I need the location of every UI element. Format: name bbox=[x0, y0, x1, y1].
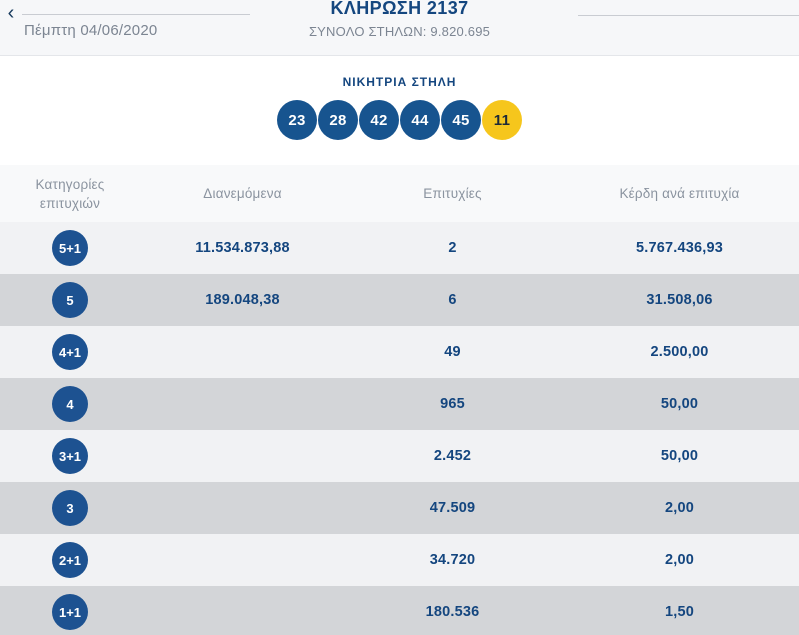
cell-winners-value: 6 bbox=[448, 292, 457, 308]
cell-prize: 50,00 bbox=[560, 448, 799, 464]
total-columns-label: ΣΥΝΟΛΟ ΣΤΗΛΩΝ: 9.820.695 bbox=[308, 24, 491, 39]
cell-category: 2+1 bbox=[0, 542, 140, 578]
table-header-row: Κατηγορίες επιτυχιών Διανεμόμενα Επιτυχί… bbox=[0, 165, 799, 222]
cell-distributed-value: 11.534.873,88 bbox=[195, 240, 290, 256]
cell-winners: 2 bbox=[345, 240, 560, 256]
table-row: 4 965 50,00 bbox=[0, 378, 799, 430]
table-row: 5 189.048,38 6 31.508,06 bbox=[0, 274, 799, 326]
cell-prize: 50,00 bbox=[560, 396, 799, 412]
cell-category: 4 bbox=[0, 386, 140, 422]
draw-date: Πέμπτη 04/06/2020 bbox=[24, 22, 158, 39]
winning-number-ball: 28 bbox=[318, 100, 358, 140]
cell-winners-value: 34.720 bbox=[429, 552, 476, 568]
cell-winners: 47.509 bbox=[345, 500, 560, 516]
cell-category: 3+1 bbox=[0, 438, 140, 474]
bonus-number-ball: 11 bbox=[482, 100, 522, 140]
draw-header: ‹ Πέμπτη 04/06/2020 ΚΛΗΡΩΣΗ 2137 ΣΥΝΟΛΟ … bbox=[0, 0, 799, 56]
table-row: 1+1 180.536 1,50 bbox=[0, 586, 799, 635]
cell-winners: 180.536 bbox=[345, 604, 560, 620]
category-badge: 3+1 bbox=[52, 438, 88, 474]
cell-prize-value: 50,00 bbox=[660, 396, 699, 412]
cell-prize: 1,50 bbox=[560, 604, 799, 620]
cell-distributed: 11.534.873,88 bbox=[140, 240, 345, 256]
category-badge: 4+1 bbox=[52, 334, 88, 370]
category-badge: 2+1 bbox=[52, 542, 88, 578]
cell-prize-value: 50,00 bbox=[660, 448, 699, 464]
column-header-winners: Επιτυχίες bbox=[423, 186, 482, 201]
table-row: 3 47.509 2,00 bbox=[0, 482, 799, 534]
cell-prize-value: 2.500,00 bbox=[650, 344, 709, 360]
winning-column-title: ΝΙΚΗΤΡΙΑ ΣΤΗΛΗ bbox=[342, 75, 457, 89]
column-header-distributed: Διανεμόμενα bbox=[203, 186, 282, 201]
table-row: 4+1 49 2.500,00 bbox=[0, 326, 799, 378]
cell-winners-value: 965 bbox=[440, 396, 465, 412]
header-divider-right bbox=[578, 15, 799, 16]
cell-winners-value: 180.536 bbox=[425, 604, 480, 620]
category-badge: 3 bbox=[52, 490, 88, 526]
draw-title: ΚΛΗΡΩΣΗ 2137 bbox=[330, 0, 469, 18]
category-badge: 1+1 bbox=[52, 594, 88, 630]
cell-winners-value: 49 bbox=[444, 344, 461, 360]
prize-breakdown-table: Κατηγορίες επιτυχιών Διανεμόμενα Επιτυχί… bbox=[0, 165, 799, 635]
cell-prize: 2,00 bbox=[560, 500, 799, 516]
cell-category: 5+1 bbox=[0, 230, 140, 266]
winning-number-ball: 44 bbox=[400, 100, 440, 140]
cell-distributed: 189.048,38 bbox=[140, 292, 345, 308]
cell-winners-value: 2.452 bbox=[433, 448, 472, 464]
cell-prize-value: 5.767.436,93 bbox=[635, 240, 724, 256]
cell-winners: 965 bbox=[345, 396, 560, 412]
table-row: 3+1 2.452 50,00 bbox=[0, 430, 799, 482]
cell-winners: 49 bbox=[345, 344, 560, 360]
category-badge: 5+1 bbox=[52, 230, 88, 266]
winning-numbers-list: 23 28 42 44 45 11 bbox=[0, 100, 799, 140]
cell-winners: 2.452 bbox=[345, 448, 560, 464]
cell-winners-value: 47.509 bbox=[429, 500, 476, 516]
table-row: 5+1 11.534.873,88 2 5.767.436,93 bbox=[0, 222, 799, 274]
cell-prize-value: 2,00 bbox=[664, 500, 695, 516]
cell-distributed-value: 189.048,38 bbox=[205, 292, 280, 308]
cell-prize-value: 31.508,06 bbox=[646, 292, 713, 308]
cell-prize: 31.508,06 bbox=[560, 292, 799, 308]
cell-prize: 5.767.436,93 bbox=[560, 240, 799, 256]
cell-category: 3 bbox=[0, 490, 140, 526]
chevron-left-icon[interactable]: ‹ bbox=[7, 2, 15, 24]
winning-column-section: ΝΙΚΗΤΡΙΑ ΣΤΗΛΗ 23 28 42 44 45 11 bbox=[0, 56, 799, 165]
cell-prize-value: 1,50 bbox=[664, 604, 695, 620]
cell-prize-value: 2,00 bbox=[664, 552, 695, 568]
category-badge: 5 bbox=[52, 282, 88, 318]
cell-winners-value: 2 bbox=[448, 240, 457, 256]
winning-number-ball: 45 bbox=[441, 100, 481, 140]
table-body: 5+1 11.534.873,88 2 5.767.436,93 5 189.048,38… bbox=[0, 222, 799, 635]
winning-number-ball: 42 bbox=[359, 100, 399, 140]
header-divider-left bbox=[22, 14, 250, 15]
cell-category: 5 bbox=[0, 282, 140, 318]
category-badge: 4 bbox=[52, 386, 88, 422]
column-header-categories: Κατηγορίες επιτυχιών bbox=[35, 176, 105, 211]
table-row: 2+1 34.720 2,00 bbox=[0, 534, 799, 586]
winning-number-ball: 23 bbox=[277, 100, 317, 140]
cell-prize: 2.500,00 bbox=[560, 344, 799, 360]
cell-prize: 2,00 bbox=[560, 552, 799, 568]
cell-category: 4+1 bbox=[0, 334, 140, 370]
column-header-prize: Κέρδη ανά επιτυχία bbox=[619, 186, 740, 201]
cell-category: 1+1 bbox=[0, 594, 140, 630]
cell-winners: 34.720 bbox=[345, 552, 560, 568]
cell-winners: 6 bbox=[345, 292, 560, 308]
